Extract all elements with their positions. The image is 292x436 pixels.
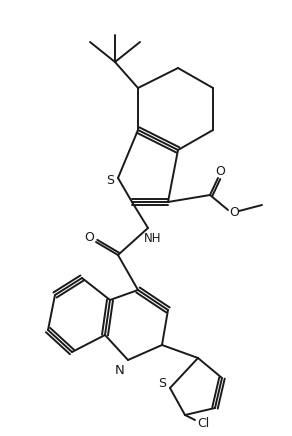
Text: O: O: [229, 205, 239, 218]
Text: N: N: [115, 364, 125, 377]
Text: NH: NH: [144, 232, 162, 245]
Text: S: S: [106, 174, 114, 187]
Text: O: O: [84, 231, 94, 243]
Text: Cl: Cl: [197, 416, 209, 429]
Text: S: S: [158, 377, 166, 389]
Text: O: O: [215, 164, 225, 177]
